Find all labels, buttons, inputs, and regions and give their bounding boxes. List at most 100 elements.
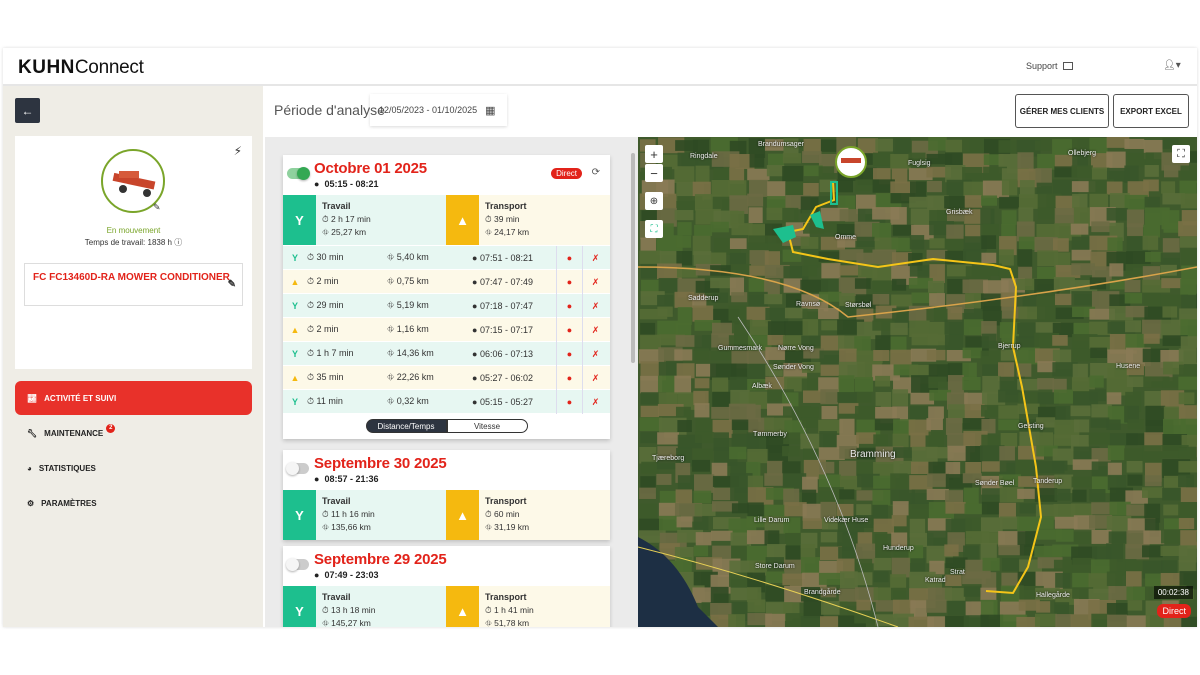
sprout-icon: Y — [283, 586, 316, 627]
place-label: Husene — [1116, 363, 1141, 370]
period-label: Période d'analyse — [274, 102, 385, 118]
machine-marker[interactable] — [835, 146, 867, 178]
chart-line-icon: 📈︎ — [27, 393, 38, 403]
day-toggle[interactable] — [286, 462, 309, 475]
work-time: Temps de travail: 1838 h ⓘ — [84, 238, 183, 247]
activity-list: Octobre 01 2025 ● 05:15 - 08:21 Direct ⟳ … — [265, 137, 638, 627]
comment-icon[interactable]: ● — [556, 245, 582, 270]
hide-segment-icon[interactable]: ✗ — [582, 293, 608, 318]
hide-segment-icon[interactable]: ✗ — [582, 365, 608, 390]
wrench-icon: 🔧︎ — [27, 428, 38, 438]
clock-icon: ● — [314, 179, 320, 189]
hide-segment-icon[interactable]: ✗ — [582, 269, 608, 294]
back-button[interactable]: ← — [15, 98, 40, 123]
segment-row[interactable]: Y ⏱ 11 min ⛗ 0,32 km ● 05:15 - 05:27 ● ✗ — [283, 389, 610, 414]
scrollbar[interactable] — [629, 141, 637, 623]
day-time: ● 07:49 - 23:03 — [314, 570, 379, 580]
place-label: Sønder Bøel — [975, 480, 1015, 487]
place-label: Sadderup — [688, 295, 719, 302]
speed-tab[interactable]: Vitesse — [446, 419, 528, 433]
day-title[interactable]: Septembre 30 2025 — [314, 455, 447, 472]
manage-clients-button[interactable]: GÉRER MES CLIENTS — [1015, 94, 1109, 128]
fullscreen-button[interactable]: ⛶ — [1172, 145, 1190, 163]
user-menu[interactable]: 👤︎▾ — [1163, 60, 1181, 71]
map[interactable]: Brandumsager Ringdale Fuglsig Grisbæk Omme Ol… — [638, 137, 1197, 627]
envelope-icon — [1062, 62, 1073, 70]
fit-bounds-button[interactable]: ⛶ — [645, 220, 663, 238]
machine-image — [112, 171, 156, 197]
zoom-out-button[interactable]: − — [645, 164, 663, 182]
top-header: KUHNConnect Support 👤︎▾ — [3, 48, 1197, 86]
clock-icon: ● — [314, 570, 320, 580]
gear-icon: ⚙︎ — [27, 498, 35, 508]
place-label: Lille Darum — [754, 517, 790, 524]
day-time: ● 08:57 - 21:36 — [314, 474, 379, 484]
hide-segment-icon[interactable]: ✗ — [582, 317, 608, 342]
edit-avatar-icon[interactable]: ✎ — [153, 202, 161, 212]
comment-icon[interactable]: ● — [556, 317, 582, 342]
day-toggle[interactable] — [287, 167, 310, 180]
place-label: Hallegårde — [1036, 592, 1070, 599]
place-label: Store Darum — [755, 563, 795, 570]
support-link[interactable]: Support — [1026, 61, 1073, 71]
comment-icon[interactable]: ● — [556, 269, 582, 294]
edit-name-icon[interactable]: ✎ — [227, 279, 236, 290]
place-label: Ravnsø — [796, 301, 821, 308]
place-label: Brandgårde — [804, 589, 841, 596]
segment-row[interactable]: Y ⏱ 30 min ⛗ 5,40 km ● 07:51 - 08:21 ● ✗ — [283, 245, 610, 270]
day-toggle[interactable] — [286, 558, 309, 571]
place-label: Sønder Vong — [773, 364, 814, 371]
export-excel-button[interactable]: EXPORT EXCEL — [1113, 94, 1189, 128]
segment-row[interactable]: ▲ ⏱ 2 min ⛗ 0,75 km ● 07:47 - 07:49 ● ✗ — [283, 269, 610, 294]
date-range-picker[interactable]: 12/05/2023 - 01/10/2025 ▦ — [370, 94, 507, 126]
place-label: Grisbæk — [946, 209, 973, 216]
comment-icon[interactable]: ● — [556, 341, 582, 366]
day-time: ● 05:15 - 08:21 — [314, 179, 379, 189]
locate-button[interactable]: ⊕ — [645, 192, 663, 210]
nav-maintenance[interactable]: 🔧︎ Maintenance 2 — [15, 416, 252, 450]
place-label: Gelsting — [1018, 423, 1044, 430]
day-title[interactable]: Septembre 29 2025 — [314, 551, 447, 568]
place-label: Gummesmark — [718, 345, 762, 352]
nav-statistiques[interactable]: ◕ Statistiques — [27, 463, 96, 473]
road-icon: ▲ — [290, 276, 300, 287]
info-icon[interactable]: ⓘ — [174, 238, 183, 247]
segment-row[interactable]: Y ⏱ 1 h 7 min ⛗ 14,36 km ● 06:06 - 07:13… — [283, 341, 610, 366]
hide-segment-icon[interactable]: ✗ — [582, 341, 608, 366]
place-label: Størsbøl — [845, 302, 872, 309]
segment-row[interactable]: ▲ ⏱ 35 min ⛗ 22,26 km ● 05:27 - 06:02 ● … — [283, 365, 610, 390]
segment-row[interactable]: ▲ ⏱ 2 min ⛗ 1,16 km ● 07:15 - 07:17 ● ✗ — [283, 317, 610, 342]
machine-card: ⚡︎ ✎ En mouvement Temps de travail: 1838… — [15, 136, 252, 369]
day-title[interactable]: Octobre 01 2025 — [314, 160, 427, 177]
hide-segment-icon[interactable]: ✗ — [582, 389, 608, 414]
sprout-icon: Y — [283, 490, 316, 540]
nav-parametres[interactable]: ⚙︎ Paramètres — [27, 498, 97, 508]
refresh-icon[interactable]: ⟳ — [591, 167, 600, 178]
satellite-map[interactable] — [638, 137, 1197, 627]
view-toggle: Distance/Temps Vitesse — [283, 413, 610, 439]
comment-icon[interactable]: ● — [556, 365, 582, 390]
comment-icon[interactable]: ● — [556, 389, 582, 414]
zoom-in-button[interactable]: + — [645, 145, 663, 163]
place-label: Fuglsig — [908, 160, 931, 167]
day-card: Septembre 29 2025 ● 07:49 - 23:03 Y Trav… — [283, 546, 610, 627]
scrollbar-thumb[interactable] — [631, 153, 635, 363]
place-label: Brandumsager — [758, 141, 804, 148]
place-label: Bjerrup — [998, 343, 1021, 350]
comment-icon[interactable]: ● — [556, 293, 582, 318]
calendar-icon: ▦ — [485, 104, 496, 117]
app-window: KUHNConnect Support 👤︎▾ ← ⚡︎ ✎ En mouvem… — [3, 48, 1197, 627]
kuhn-connect-logo[interactable]: KUHNConnect — [18, 57, 144, 78]
road-icon: ▲ — [446, 586, 479, 627]
segment-row[interactable]: Y ⏱ 29 min ⛗ 5,19 km ● 07:18 - 07:47 ● ✗ — [283, 293, 610, 318]
machine-name: FC FC13460D-RA MOWER CONDITIONER ✎ — [24, 263, 243, 306]
live-badge[interactable]: Direct — [1157, 604, 1191, 618]
maintenance-badge: 2 — [106, 423, 116, 433]
day-summary: Y Travail ⏱ 2 h 17 min ⛗ 25,27 km ▲ Transp… — [283, 195, 610, 245]
nav-activite-et-suivi[interactable]: 📈︎ Activité et suivi — [15, 381, 252, 415]
machine-avatar[interactable] — [101, 149, 165, 213]
hide-segment-icon[interactable]: ✗ — [582, 245, 608, 270]
distance-time-tab[interactable]: Distance/Temps — [365, 419, 447, 433]
place-label: Ringdale — [690, 153, 718, 160]
arrow-left-icon: ← — [21, 103, 34, 118]
